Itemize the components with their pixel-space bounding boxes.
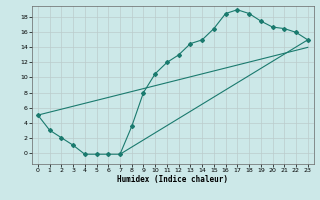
X-axis label: Humidex (Indice chaleur): Humidex (Indice chaleur) xyxy=(117,175,228,184)
